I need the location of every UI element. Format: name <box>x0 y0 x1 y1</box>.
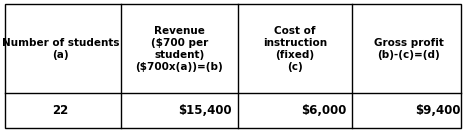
Text: Revenue
($700 per
student)
($700x(a))=(b): Revenue ($700 per student) ($700x(a))=(b… <box>136 26 223 72</box>
Text: $15,400: $15,400 <box>178 104 232 117</box>
Text: Cost of
instruction
(fixed)
(c): Cost of instruction (fixed) (c) <box>263 26 327 72</box>
Text: $9,400: $9,400 <box>415 104 460 117</box>
Text: 22: 22 <box>53 104 69 117</box>
Text: Number of students
(a): Number of students (a) <box>2 38 119 60</box>
Text: Gross profit
(b)-(c)=(d): Gross profit (b)-(c)=(d) <box>374 38 444 60</box>
Text: $6,000: $6,000 <box>301 104 346 117</box>
